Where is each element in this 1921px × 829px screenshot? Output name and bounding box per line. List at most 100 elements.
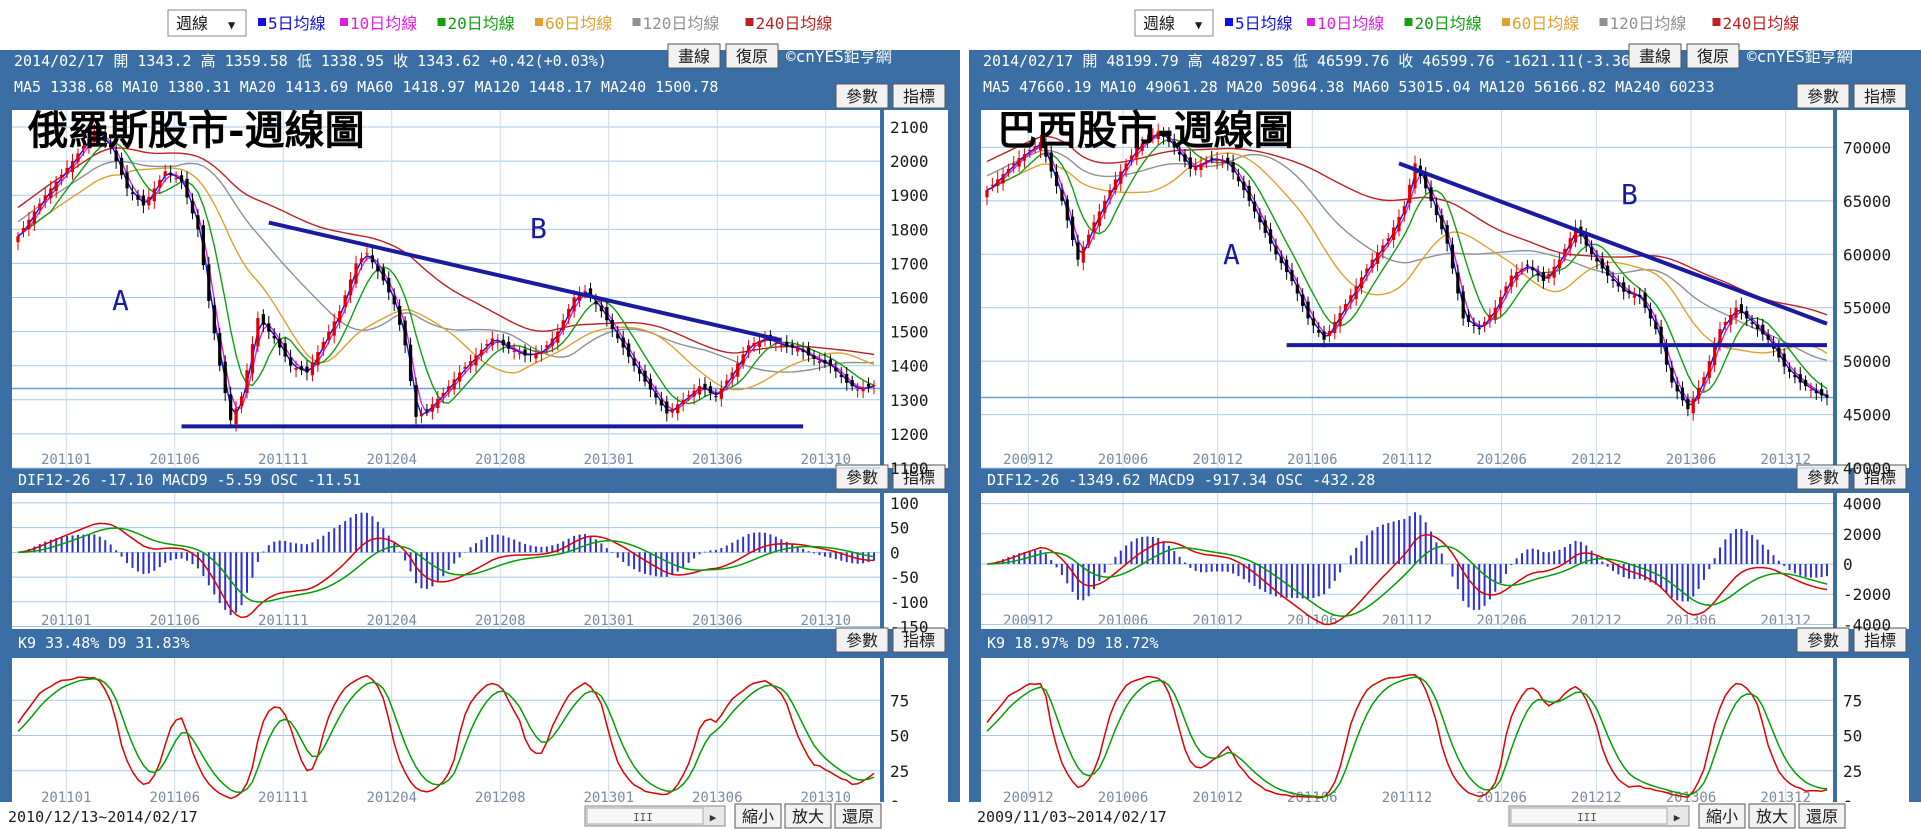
- candle-body-1-109: [1568, 238, 1572, 249]
- candle-body-0-151: [839, 374, 843, 378]
- candle-body-1-128: [1670, 367, 1674, 383]
- candle-body-1-27: [1129, 155, 1134, 160]
- candle-body-1-115: [1600, 258, 1604, 269]
- params-button-kd-0[interactable]: [835, 627, 889, 653]
- x-tick-macd-1-0: 200912: [1003, 613, 1054, 629]
- date-range-0: 2010/12/13~2014/02/17: [8, 808, 198, 826]
- resistance-line-0[interactable]: [268, 220, 782, 343]
- x-tick-macd-0-1: 201106: [149, 613, 200, 629]
- reset-button-1[interactable]: [1798, 803, 1846, 829]
- kd-axis-1: [1837, 658, 1909, 806]
- candle-body-0-0: [16, 236, 20, 243]
- params-button-price-1-label: 參數: [1807, 87, 1839, 106]
- candle-body-1-119: [1622, 282, 1626, 292]
- restore-button-0[interactable]: [725, 43, 779, 69]
- candle-body-1-8: [1028, 150, 1032, 152]
- panel-divider: [960, 0, 969, 829]
- period-select-1[interactable]: [1134, 9, 1214, 37]
- candle-body-1-118: [1616, 282, 1620, 287]
- zoom-out-button-1[interactable]: [1698, 803, 1746, 829]
- params-button-price-0[interactable]: [835, 83, 889, 109]
- indicator-button-kd-1[interactable]: [1853, 627, 1907, 653]
- candle-body-1-75: [1386, 238, 1390, 242]
- candle-body-0-1: [21, 227, 26, 232]
- indicator-button-price-1[interactable]: [1853, 83, 1907, 109]
- candle-body-0-34: [201, 225, 206, 266]
- x-tick-macd-1-2: 201012: [1192, 613, 1243, 629]
- zoom-in-button-1[interactable]: [1748, 803, 1796, 829]
- params-button-price-1[interactable]: [1796, 83, 1850, 109]
- indicator-button-macd-1-label: 指標: [1864, 468, 1896, 487]
- candle-body-0-131: [730, 372, 734, 380]
- price-tick-0-10: 2100: [890, 118, 929, 137]
- candle-body-1-121: [1632, 295, 1636, 298]
- candle-body-0-31: [185, 178, 189, 198]
- candle-body-0-83: [468, 361, 473, 366]
- indicator-button-price-0[interactable]: [892, 83, 946, 109]
- restore-button-1[interactable]: [1686, 43, 1740, 69]
- candle-body-1-83: [1429, 187, 1433, 201]
- indicator-button-macd-0[interactable]: [892, 464, 946, 490]
- candle-body-1-98: [1509, 275, 1513, 287]
- scroll-thumb-1[interactable]: [1510, 807, 1668, 825]
- candle-body-0-81: [458, 372, 462, 382]
- params-button-kd-1[interactable]: [1796, 627, 1850, 653]
- candle-body-1-12: [1049, 152, 1053, 172]
- draw-button-1[interactable]: [1628, 43, 1682, 69]
- candle-body-0-103: [577, 294, 582, 301]
- candle-body-0-26: [158, 179, 162, 188]
- candle-body-1-117: [1611, 279, 1615, 281]
- x-tick-price-1-8: 201312: [1760, 452, 1811, 468]
- candle-body-0-68: [387, 277, 391, 293]
- draw-button-1-label: 畫線: [1639, 47, 1671, 66]
- legend-swatch-2: [437, 18, 446, 26]
- scroll-thumb-0[interactable]: [586, 807, 704, 825]
- draw-button-0[interactable]: [667, 43, 721, 69]
- scroll-right-icon[interactable]: ▶: [710, 811, 717, 824]
- indicator-button-price-1-label: 指標: [1864, 87, 1896, 106]
- zoom-in-button-0[interactable]: [784, 803, 832, 829]
- resistance-line-1[interactable]: [1398, 161, 1828, 326]
- reset-button-1-label: 還原: [1806, 807, 1838, 826]
- params-button-macd-1-label: 參數: [1807, 468, 1839, 487]
- params-button-macd-0[interactable]: [835, 464, 889, 490]
- period-select-0[interactable]: [167, 9, 247, 37]
- candle-body-0-88: [496, 341, 500, 343]
- candle-body-1-4: [1006, 168, 1010, 172]
- candle-body-1-66: [1338, 313, 1342, 326]
- info-strip-1: [979, 50, 1911, 102]
- kd-tick-1-1: 50: [1843, 727, 1862, 746]
- candle-body-0-141: [785, 341, 789, 347]
- candle-body-0-110: [616, 333, 620, 339]
- candle-body-0-133: [741, 354, 745, 364]
- scroll-right-icon[interactable]: ▶: [1674, 811, 1681, 824]
- zoom-out-button-0[interactable]: [734, 803, 782, 829]
- candle-body-0-111: [621, 337, 625, 348]
- reset-button-0[interactable]: [834, 803, 882, 829]
- legend-item-2: 20日均線: [448, 14, 515, 33]
- x-tick-price-1-3: 201106: [1287, 452, 1338, 468]
- params-button-macd-1[interactable]: [1796, 464, 1850, 490]
- candle-body-0-134: [746, 345, 751, 351]
- candle-body-1-62: [1317, 329, 1321, 333]
- candle-body-0-100: [561, 320, 565, 331]
- candle-body-0-40: [234, 408, 238, 425]
- candle-body-0-124: [692, 390, 696, 397]
- candle-body-1-80: [1413, 163, 1417, 189]
- x-tick-macd-0-6: 201306: [692, 613, 743, 629]
- price-tick-1-3: 55000: [1843, 299, 1891, 318]
- indicator-button-macd-1[interactable]: [1853, 464, 1907, 490]
- candle-body-0-152: [845, 374, 849, 383]
- candle-body-1-134: [1702, 377, 1706, 384]
- restore-button-0-label: 復原: [736, 47, 768, 66]
- candle-body-1-143: [1750, 322, 1754, 324]
- candle-body-1-74: [1381, 245, 1385, 252]
- candle-body-1-76: [1392, 227, 1396, 240]
- candle-body-1-13: [1054, 171, 1059, 187]
- candle-body-0-119: [665, 401, 669, 414]
- candle-body-0-24: [147, 196, 151, 206]
- candle-body-1-131: [1686, 398, 1690, 410]
- indicator-button-kd-0[interactable]: [892, 627, 946, 653]
- x-tick-macd-0-3: 201204: [366, 613, 417, 629]
